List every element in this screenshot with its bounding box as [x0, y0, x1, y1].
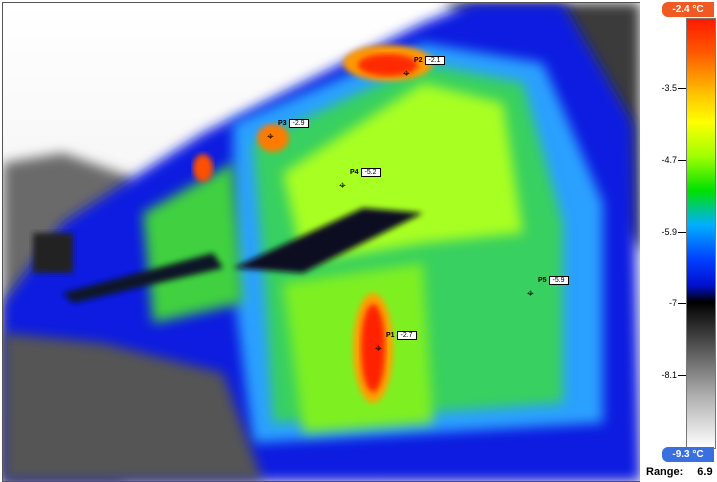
marker-value: -2.1	[424, 56, 445, 65]
tick-label: -8.1	[661, 370, 677, 380]
range-value: 6.9	[697, 466, 713, 478]
marker-name: P4	[350, 169, 359, 176]
marker-name: P3	[278, 120, 287, 127]
scale-tick: -3.5	[640, 83, 686, 93]
marker-value: -5.9	[548, 276, 569, 285]
crosshair-icon: ⌖	[403, 66, 410, 80]
marker-name: P2	[414, 57, 423, 64]
scale-tick: -7	[640, 298, 686, 308]
range-readout: Range: 6.9	[646, 466, 713, 478]
tick-label: -4.7	[661, 155, 677, 165]
range-label: Range:	[646, 466, 684, 478]
scale-tick: -8.1	[640, 370, 686, 380]
scale-tick: -4.7	[640, 155, 686, 165]
scale-max-badge[interactable]: -2.4 °C	[662, 2, 714, 17]
scale-tick: -5.9	[640, 227, 686, 237]
marker-name: P5	[538, 277, 547, 284]
marker-value: -2.9	[288, 119, 309, 128]
color-bar[interactable]	[686, 18, 716, 449]
tick-label: -7	[668, 298, 677, 308]
marker-value: -5.2	[360, 168, 381, 177]
marker-name: P1	[386, 332, 395, 339]
tick-label: -5.9	[661, 227, 677, 237]
marker-value: -2.7	[396, 331, 417, 340]
temperature-scale: -2.4 °C -3.5 -4.7 -5.9 -7 -8.1 -9.3 °C R…	[640, 0, 717, 482]
crosshair-icon: ⌖	[527, 286, 534, 300]
tick-label: -3.5	[661, 83, 677, 93]
crosshair-icon: ⌖	[267, 129, 274, 143]
scale-min-badge[interactable]: -9.3 °C	[662, 447, 714, 462]
crosshair-icon: ⌖	[375, 341, 382, 355]
thermal-image[interactable]: ⌖ P1 -2.7 ⌖ P2 -2.1 ⌖ P3 -2.9 ⌖ P4 -5.2 …	[2, 2, 641, 482]
thermal-heatmap	[3, 3, 640, 481]
crosshair-icon: ⌖	[339, 178, 346, 192]
